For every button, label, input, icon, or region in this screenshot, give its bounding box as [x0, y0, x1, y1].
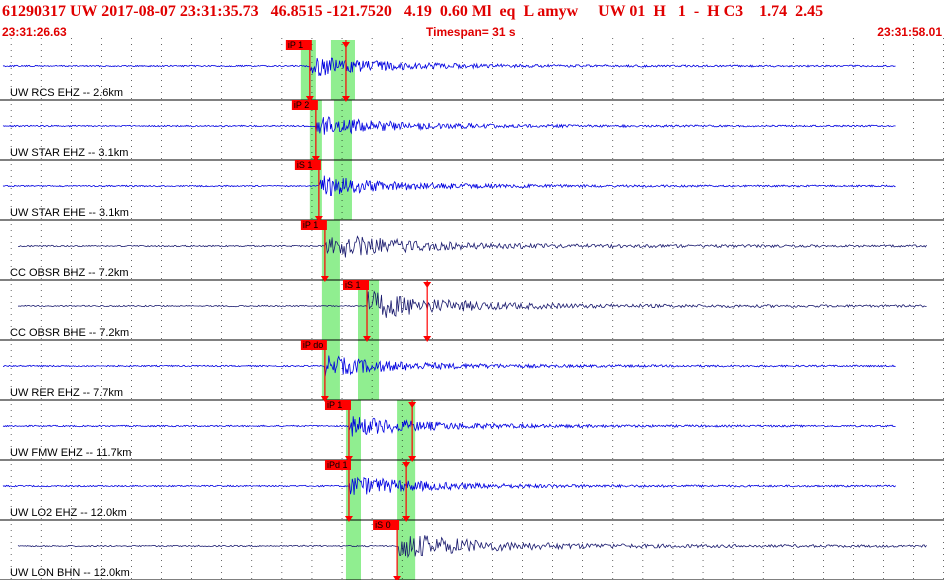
pick-label: iP 1	[327, 400, 342, 410]
channel-label: UW LON BHN -- 12.0km	[10, 567, 130, 579]
pick-marker-icon	[320, 396, 329, 402]
pick-marker-icon	[423, 336, 432, 342]
pick-window	[333, 160, 352, 220]
pick-label: iS 1	[345, 280, 361, 290]
pick-window	[321, 220, 340, 280]
timespan-label: Timespan= 31 s	[426, 25, 516, 39]
pick-marker-icon	[305, 96, 314, 102]
pick-top-marker-icon	[408, 402, 417, 408]
waveform-trace[interactable]	[2, 175, 896, 196]
start-time: 23:31:26.63	[2, 25, 67, 39]
channel-label: UW RCS EHZ -- 2.6km	[10, 87, 123, 99]
waveform-trace[interactable]	[2, 116, 896, 135]
pick-label: iPd 1	[327, 460, 348, 470]
pick-window	[357, 340, 380, 400]
pick-top-marker-icon	[402, 462, 411, 468]
pick-marker-icon	[408, 456, 417, 462]
pick-marker-icon	[320, 276, 329, 282]
pick-label: iP 1	[288, 40, 303, 50]
pick-window	[321, 280, 340, 340]
pick-window	[300, 40, 316, 100]
pick-marker-icon	[344, 456, 353, 462]
pick-marker-icon	[402, 516, 411, 522]
pick-marker-icon	[393, 576, 402, 580]
pick-window	[345, 520, 361, 580]
pick-flag[interactable]	[373, 520, 400, 530]
end-time: 23:31:58.01	[877, 25, 942, 39]
pick-marker-icon	[363, 336, 372, 342]
waveform-trace[interactable]	[2, 416, 896, 437]
channel-label: UW FMW EHZ -- 11.7km	[10, 447, 131, 459]
pick-label: iP 1	[303, 220, 318, 230]
pick-window	[321, 340, 340, 400]
channel-label: UW STAR EHE -- 3.1km	[10, 207, 129, 219]
seismogram-panel[interactable]: iP 1 iP 2 iS 1 iP 1 iS 1 iP do iP 1 iPd 1 iS 0 U…	[0, 38, 944, 580]
traces	[2, 57, 927, 559]
waveform-trace[interactable]	[17, 535, 927, 559]
waveform-trace[interactable]	[18, 235, 927, 258]
pick-marker-icon	[341, 96, 350, 102]
waveform-trace[interactable]	[2, 57, 896, 77]
pick-label: iP 2	[294, 100, 309, 110]
pick-marker-icon	[311, 156, 320, 162]
header-bar: 61290317 UW 2017-08-07 23:31:35.73 46.85…	[0, 0, 944, 40]
pick-flag[interactable]	[285, 40, 312, 50]
pick-flag[interactable]	[324, 460, 351, 470]
pick-flag[interactable]	[291, 100, 318, 110]
waveform-trace[interactable]	[2, 476, 896, 495]
pick-label: iS 0	[375, 520, 391, 530]
pick-label: iP do	[303, 340, 323, 350]
channel-label: CC OBSR BHE -- 7.2km	[10, 327, 129, 339]
event-summary-title: 61290317 UW 2017-08-07 23:31:35.73 46.85…	[2, 3, 824, 20]
pick-flag[interactable]	[294, 160, 321, 170]
pick-marker-icon	[344, 516, 353, 522]
pick-window	[345, 400, 361, 460]
waveform-trace[interactable]	[17, 290, 927, 318]
pick-top-marker-icon	[423, 282, 432, 288]
waveform-trace[interactable]	[2, 355, 896, 377]
pick-flag[interactable]	[300, 340, 327, 350]
pick-top-marker-icon	[341, 42, 350, 48]
pick-flag[interactable]	[324, 400, 351, 410]
channel-label: UW LO2 EHZ -- 12.0km	[10, 507, 127, 519]
channel-label: CC OBSR BHZ -- 7.2km	[10, 267, 129, 279]
pick-window	[397, 400, 416, 460]
channel-labels: UW RCS EHZ -- 2.6km UW STAR EHZ -- 3.1km U…	[10, 87, 131, 579]
pick-windows	[300, 40, 416, 580]
pick-flag[interactable]	[343, 280, 370, 290]
picks: iP 1 iP 2 iS 1 iP 1 iS 1 iP do iP 1 iPd 1 iS 0	[285, 40, 432, 580]
pick-marker-icon	[314, 216, 323, 222]
channel-label: UW RER EHZ -- 7.7km	[10, 387, 123, 399]
pick-label: iS 1	[297, 160, 313, 170]
pick-flag[interactable]	[300, 220, 327, 230]
channel-label: UW STAR EHZ -- 3.1km	[10, 147, 128, 159]
